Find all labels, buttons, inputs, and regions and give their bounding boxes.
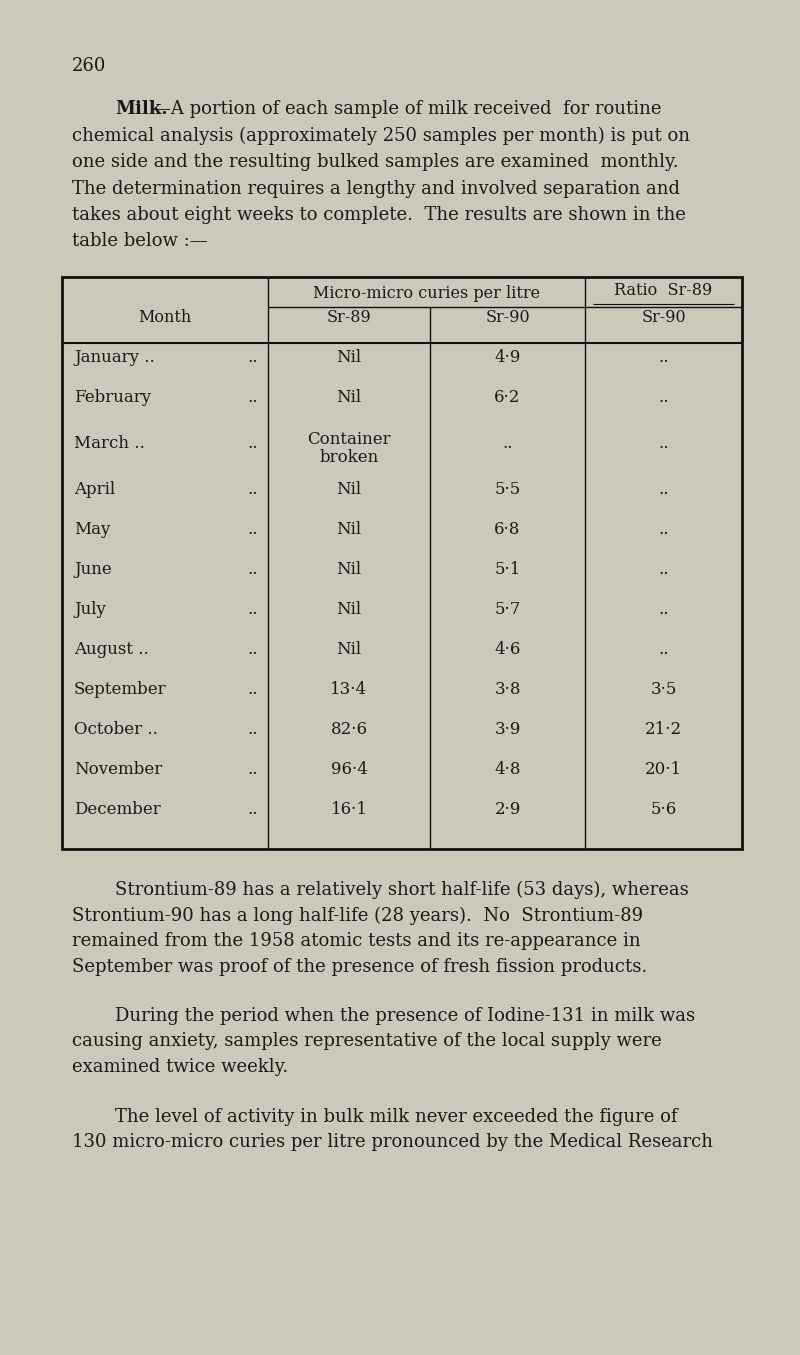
Text: chemical analysis (approximately 250 samples per month) is put on: chemical analysis (approximately 250 sam… bbox=[72, 126, 690, 145]
Text: Sr-89: Sr-89 bbox=[326, 309, 371, 327]
Text: ..: .. bbox=[502, 435, 513, 451]
Text: ..: .. bbox=[247, 600, 258, 618]
Text: ..: .. bbox=[658, 520, 669, 538]
Text: Nil: Nil bbox=[337, 641, 362, 657]
Text: 2·9: 2·9 bbox=[494, 801, 521, 817]
Text: January ..: January .. bbox=[74, 348, 154, 366]
Text: ..: .. bbox=[247, 389, 258, 405]
Text: Milk.: Milk. bbox=[115, 100, 168, 118]
Text: June: June bbox=[74, 561, 112, 577]
Text: May: May bbox=[74, 520, 110, 538]
Text: Ratio  Sr-89: Ratio Sr-89 bbox=[614, 282, 713, 299]
Text: 3·9: 3·9 bbox=[494, 721, 521, 737]
Text: 4·8: 4·8 bbox=[494, 760, 521, 778]
Text: 5·7: 5·7 bbox=[494, 600, 521, 618]
Bar bbox=[62, 276, 742, 850]
Text: 130 micro-micro curies per litre pronounced by the Medical Research: 130 micro-micro curies per litre pronoun… bbox=[72, 1133, 713, 1150]
Text: 13·4: 13·4 bbox=[330, 680, 367, 698]
Text: 6·8: 6·8 bbox=[494, 520, 521, 538]
Text: one side and the resulting bulked samples are examined  monthly.: one side and the resulting bulked sample… bbox=[72, 153, 678, 171]
Text: During the period when the presence of Iodine-131 in milk was: During the period when the presence of I… bbox=[115, 1007, 695, 1024]
Text: ..: .. bbox=[658, 389, 669, 405]
Text: 5·1: 5·1 bbox=[494, 561, 521, 577]
Text: Nil: Nil bbox=[337, 520, 362, 538]
Text: February: February bbox=[74, 389, 151, 405]
Text: ..: .. bbox=[658, 641, 669, 657]
Text: causing anxiety, samples representative of the local supply were: causing anxiety, samples representative … bbox=[72, 1033, 662, 1050]
Text: July: July bbox=[74, 600, 106, 618]
Text: The level of activity in bulk milk never exceeded the figure of: The level of activity in bulk milk never… bbox=[115, 1107, 678, 1126]
Text: 5·6: 5·6 bbox=[650, 801, 677, 817]
Text: remained from the 1958 atomic tests and its re-appearance in: remained from the 1958 atomic tests and … bbox=[72, 932, 641, 950]
Text: Nil: Nil bbox=[337, 348, 362, 366]
Text: October ..: October .. bbox=[74, 721, 158, 737]
Text: ..: .. bbox=[658, 561, 669, 577]
Text: takes about eight weeks to complete.  The results are shown in the: takes about eight weeks to complete. The… bbox=[72, 206, 686, 224]
Text: ..: .. bbox=[247, 641, 258, 657]
Text: ..: .. bbox=[247, 801, 258, 817]
Text: ..: .. bbox=[247, 520, 258, 538]
Text: ..: .. bbox=[247, 561, 258, 577]
Text: March ..: March .. bbox=[74, 435, 145, 451]
Text: 82·6: 82·6 bbox=[330, 721, 367, 737]
Text: November: November bbox=[74, 760, 162, 778]
Text: Nil: Nil bbox=[337, 561, 362, 577]
Text: 6·2: 6·2 bbox=[494, 389, 521, 405]
Text: 3·5: 3·5 bbox=[650, 680, 677, 698]
Text: broken: broken bbox=[319, 449, 378, 466]
Text: ..: .. bbox=[247, 760, 258, 778]
Text: ..: .. bbox=[658, 348, 669, 366]
Text: 21·2: 21·2 bbox=[645, 721, 682, 737]
Text: ..: .. bbox=[247, 721, 258, 737]
Text: 3·8: 3·8 bbox=[494, 680, 521, 698]
Text: ..: .. bbox=[247, 481, 258, 497]
Text: ..: .. bbox=[658, 600, 669, 618]
Text: ..: .. bbox=[658, 481, 669, 497]
Text: Nil: Nil bbox=[337, 600, 362, 618]
Text: 5·5: 5·5 bbox=[494, 481, 521, 497]
Text: Strontium-89 has a relatively short half-life (53 days), whereas: Strontium-89 has a relatively short half… bbox=[115, 881, 689, 900]
Text: August ..: August .. bbox=[74, 641, 149, 657]
Text: Sr-90: Sr-90 bbox=[485, 309, 530, 327]
Text: December: December bbox=[74, 801, 161, 817]
Text: The determination requires a lengthy and involved separation and: The determination requires a lengthy and… bbox=[72, 179, 680, 198]
Text: ..: .. bbox=[247, 680, 258, 698]
Text: ..: .. bbox=[247, 435, 258, 451]
Text: —A portion of each sample of milk received  for routine: —A portion of each sample of milk receiv… bbox=[153, 100, 662, 118]
Text: table below :—: table below :— bbox=[72, 233, 208, 251]
Text: 20·1: 20·1 bbox=[645, 760, 682, 778]
Text: April: April bbox=[74, 481, 115, 497]
Text: 96·4: 96·4 bbox=[330, 760, 367, 778]
Text: examined twice weekly.: examined twice weekly. bbox=[72, 1058, 288, 1076]
Text: ..: .. bbox=[658, 435, 669, 451]
Text: Micro-micro curies per litre: Micro-micro curies per litre bbox=[313, 285, 540, 302]
Text: 4·6: 4·6 bbox=[494, 641, 521, 657]
Text: 260: 260 bbox=[72, 57, 106, 75]
Text: ..: .. bbox=[247, 348, 258, 366]
Text: Strontium-90 has a long half-life (28 years).  No  Strontium-89: Strontium-90 has a long half-life (28 ye… bbox=[72, 906, 643, 924]
Text: Month: Month bbox=[138, 309, 192, 327]
Text: Sr-90: Sr-90 bbox=[641, 309, 686, 327]
Text: 16·1: 16·1 bbox=[330, 801, 367, 817]
Text: Nil: Nil bbox=[337, 389, 362, 405]
Text: Container: Container bbox=[307, 431, 391, 447]
Text: September: September bbox=[74, 680, 166, 698]
Text: September was proof of the presence of fresh fission products.: September was proof of the presence of f… bbox=[72, 958, 647, 976]
Text: 4·9: 4·9 bbox=[494, 348, 521, 366]
Text: Nil: Nil bbox=[337, 481, 362, 497]
